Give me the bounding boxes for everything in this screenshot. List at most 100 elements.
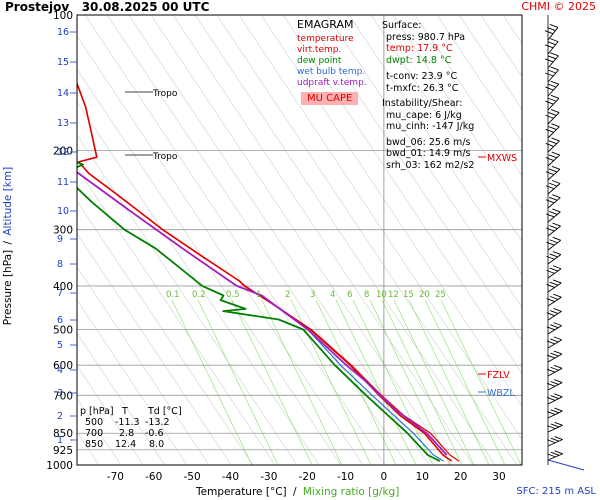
mixing-ratio-label: 12 (388, 290, 399, 300)
wind-barb-flag (553, 307, 562, 312)
legend-item-virt-temp: virt.temp. (297, 45, 342, 55)
adiabat-line (77, 233, 232, 465)
legend-item-updraft: udpraft v.temp. (297, 78, 367, 88)
wind-barb-flag (554, 393, 563, 398)
wind-barb-flag (551, 180, 561, 184)
mixing-ratio-line (171, 299, 253, 465)
temperature-tick-label: -60 (145, 471, 162, 483)
wind-barb-flag (547, 453, 556, 458)
wind-barb-flag (549, 281, 559, 286)
mixing-ratio-line (408, 299, 490, 465)
legend-item-dew-point: dew point (297, 56, 342, 66)
mixing-ratio-line (369, 299, 451, 465)
wind-barb-flag (553, 336, 562, 341)
wind-barb-flag (549, 211, 558, 215)
mixing-ratio-line (335, 299, 417, 465)
wind-barb-flag (547, 27, 556, 32)
wind-barb-flag (547, 439, 556, 444)
adiabat-line (77, 332, 166, 465)
table-row-700-td: -0.6 (145, 428, 164, 439)
surface-title: Surface: (382, 20, 422, 31)
wind-barb-flag (546, 368, 556, 373)
info-panel: Surface: press: 980.7 hPa temp: 17.9 °C … (382, 20, 474, 171)
pressure-tick-label: 400 (53, 281, 73, 293)
adiabat-line (77, 365, 144, 465)
legend-item-wet-bulb: wet bulb temp. (297, 67, 366, 77)
temperature-tick-label: -10 (337, 471, 354, 483)
wind-barb-flag (553, 293, 562, 298)
wind-barb-flag (549, 38, 559, 43)
wind-barb-flag (550, 338, 559, 343)
wind-barb-flag (549, 24, 559, 28)
wind-barb-flag (545, 171, 555, 176)
adiabat-line (150, 15, 452, 465)
wind-barb-flag (550, 80, 559, 85)
altitude-tick-label: 16 (57, 27, 69, 38)
y-axis-title-altitude: Altitude [km] (2, 166, 14, 236)
mixing-ratio-label: 8 (364, 290, 369, 300)
pressure-tick-label: 925 (53, 445, 73, 457)
x-axis-title: Temperature [°C] / Mixing ratio [g/kg] (196, 486, 399, 498)
pressure-tick-label: 300 (53, 225, 73, 237)
wind-barb-flag (550, 52, 559, 57)
adiabat-line (458, 15, 522, 110)
temperature-tick-label: -70 (107, 471, 124, 483)
wind-barb-flag (553, 350, 563, 355)
wind-barb-flag (550, 437, 560, 442)
adiabat-line (77, 431, 100, 465)
wind-barbs (544, 15, 585, 471)
mixing-ratio-line (261, 299, 343, 465)
sfc-altitude: SFC: 215 m ASL (516, 486, 596, 497)
wind-barb-flag (544, 44, 554, 49)
adiabat-line (326, 15, 522, 308)
mixing-ratio-label: 15 (403, 290, 414, 300)
adiabat-line (216, 15, 518, 465)
copyright-text: CHMI © 2025 (521, 0, 596, 13)
profile-lines (77, 81, 460, 462)
wind-barb-flag (549, 310, 559, 314)
mixing-ratio-label: 0.1 (166, 290, 180, 300)
wind-barb-flag (551, 151, 560, 156)
y-axis-title-pressure: Pressure [hPa] (2, 249, 14, 326)
level-table: p [hPa] T Td [°C] 500 -11.3 -13.2 700 2.… (80, 406, 182, 450)
altitude-tick-label: 4 (57, 365, 63, 376)
wind-barb-flag (546, 340, 556, 345)
instability-title: Instability/Shear: (382, 98, 463, 109)
adiabat-line (77, 299, 188, 465)
mixing-ratio-label: 20 (419, 290, 430, 300)
wind-barb-flag (550, 109, 560, 113)
altitude-tick-label: 5 (57, 340, 63, 351)
wind-barb-flag (552, 236, 561, 241)
mixing-ratio-label: 4 (330, 290, 335, 300)
adiabat-line (304, 15, 522, 341)
wind-barb-flag (545, 199, 555, 204)
t-conv: t-conv: 23.9 °C (386, 71, 458, 82)
wind-barb-flag (547, 411, 556, 415)
wind-barb-shaft (547, 353, 563, 363)
plot-frame (76, 14, 523, 466)
table-row-850-p: 850 (85, 439, 104, 450)
adiabat-line (436, 15, 522, 143)
table-row-500-t: -11.3 (115, 417, 140, 428)
adiabat-line (569, 15, 600, 465)
wind-barb-flag (547, 83, 557, 88)
wind-barb-flag (547, 41, 556, 46)
x-axis-title-mix: Mixing ratio [g/kg] (302, 486, 400, 498)
mixing-ratio-label: 0.5 (226, 290, 240, 300)
mixing-ratio-label: 0.2 (192, 290, 206, 300)
wind-barb-flag (545, 100, 554, 105)
wind-barb-flag (550, 409, 559, 414)
pressure-tick-label: 100 (53, 10, 73, 22)
temperature-tick-label: 0 (381, 471, 388, 483)
y-axis-title: Pressure [hPa] / Altitude [km] (2, 156, 14, 336)
altitude-tick-label: 7 (57, 288, 63, 299)
wind-barb-shaft (547, 41, 559, 55)
adiabat-line (348, 15, 522, 275)
altitude-tick-label: 13 (57, 118, 69, 129)
legend-title: EMAGRAM (297, 18, 354, 31)
table-row-700-t: 2.8 (119, 428, 135, 439)
adiabat-line (194, 15, 496, 465)
wind-barb-flag (546, 269, 555, 274)
tropo-label: Tropo (152, 152, 178, 162)
wind-barb-flag (548, 111, 557, 116)
